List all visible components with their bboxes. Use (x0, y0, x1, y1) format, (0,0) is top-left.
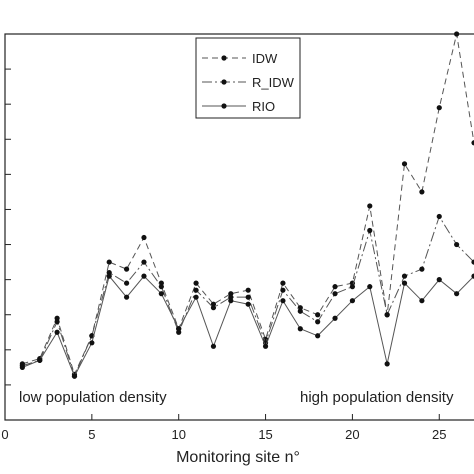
legend-label: RIO (252, 99, 275, 114)
data-point (436, 105, 442, 111)
data-point (158, 291, 164, 297)
data-point (54, 329, 60, 335)
data-point (280, 298, 286, 304)
data-point (332, 291, 338, 297)
legend-marker (221, 79, 227, 85)
x-tick-label: 25 (432, 427, 446, 442)
x-tick-label: 15 (258, 427, 272, 442)
x-tick-label: 0 (1, 427, 8, 442)
data-point (471, 259, 474, 265)
data-point (384, 361, 390, 367)
data-point (471, 140, 474, 146)
data-point (315, 319, 321, 325)
data-point (280, 287, 286, 293)
data-point (349, 298, 356, 304)
data-point (384, 312, 390, 318)
data-point (401, 273, 408, 279)
y-axis-ticks (5, 68, 11, 386)
x-tick-label: 20 (345, 427, 359, 442)
data-point (106, 273, 112, 279)
data-point (141, 273, 147, 279)
data-point (471, 273, 474, 279)
data-point (419, 189, 425, 195)
data-point (123, 294, 130, 300)
data-point (419, 298, 425, 304)
legend-entry: R_IDW (202, 75, 295, 90)
series-r-idw (19, 213, 474, 379)
data-point (401, 280, 408, 286)
data-point (37, 357, 43, 363)
series-rio (19, 273, 474, 379)
data-point (123, 280, 130, 286)
data-point (349, 284, 356, 290)
data-point (367, 227, 373, 234)
data-point (367, 203, 373, 209)
data-point (401, 161, 408, 167)
data-point (332, 315, 338, 321)
data-point (19, 364, 25, 370)
data-point (158, 284, 164, 290)
data-point (419, 266, 425, 272)
data-point (210, 343, 217, 349)
data-point (262, 343, 269, 349)
data-point (245, 301, 251, 307)
x-axis-ticks: 0 5 10 15 20 25 (1, 414, 446, 442)
legend-label: IDW (252, 51, 278, 66)
x-tick-label: 5 (88, 427, 95, 442)
data-point (245, 287, 251, 293)
data-point (332, 284, 338, 290)
annotation-high-population-density: high population density (300, 389, 454, 406)
legend-entry: RIO (202, 99, 275, 114)
data-point (141, 234, 147, 241)
data-point (176, 326, 182, 332)
data-point (210, 305, 217, 311)
legend-entry: IDW (202, 51, 278, 66)
data-point (123, 266, 130, 272)
data-point (454, 31, 460, 37)
plot-frame (4, 33, 474, 421)
data-point (54, 319, 60, 325)
data-point (89, 340, 95, 346)
legend-label: R_IDW (252, 75, 295, 90)
legend-marker (221, 103, 227, 109)
plot-area-border (4, 33, 474, 421)
data-point (228, 298, 234, 304)
data-point (141, 259, 147, 265)
data-point (315, 333, 321, 339)
legend: IDW R_IDW RIO (195, 37, 301, 119)
series-line (22, 215, 474, 378)
data-point (436, 213, 442, 220)
data-point (245, 294, 251, 300)
data-point (454, 241, 460, 248)
data-point (193, 287, 199, 293)
data-point (71, 373, 78, 379)
data-point (436, 277, 442, 283)
legend-box (195, 37, 301, 119)
data-point (106, 259, 112, 265)
data-point (193, 280, 199, 286)
data-point (454, 291, 460, 297)
data-point (297, 326, 303, 332)
data-point (367, 284, 373, 290)
data-point (315, 312, 321, 318)
data-point (193, 294, 199, 300)
annotation-low-population-density: low population density (19, 389, 167, 406)
series-layer (19, 31, 474, 379)
data-point (297, 308, 303, 314)
data-point (280, 280, 286, 286)
x-axis-title: Monitoring site n° (176, 449, 300, 466)
x-tick-label: 10 (171, 427, 185, 442)
legend-marker (221, 55, 227, 61)
